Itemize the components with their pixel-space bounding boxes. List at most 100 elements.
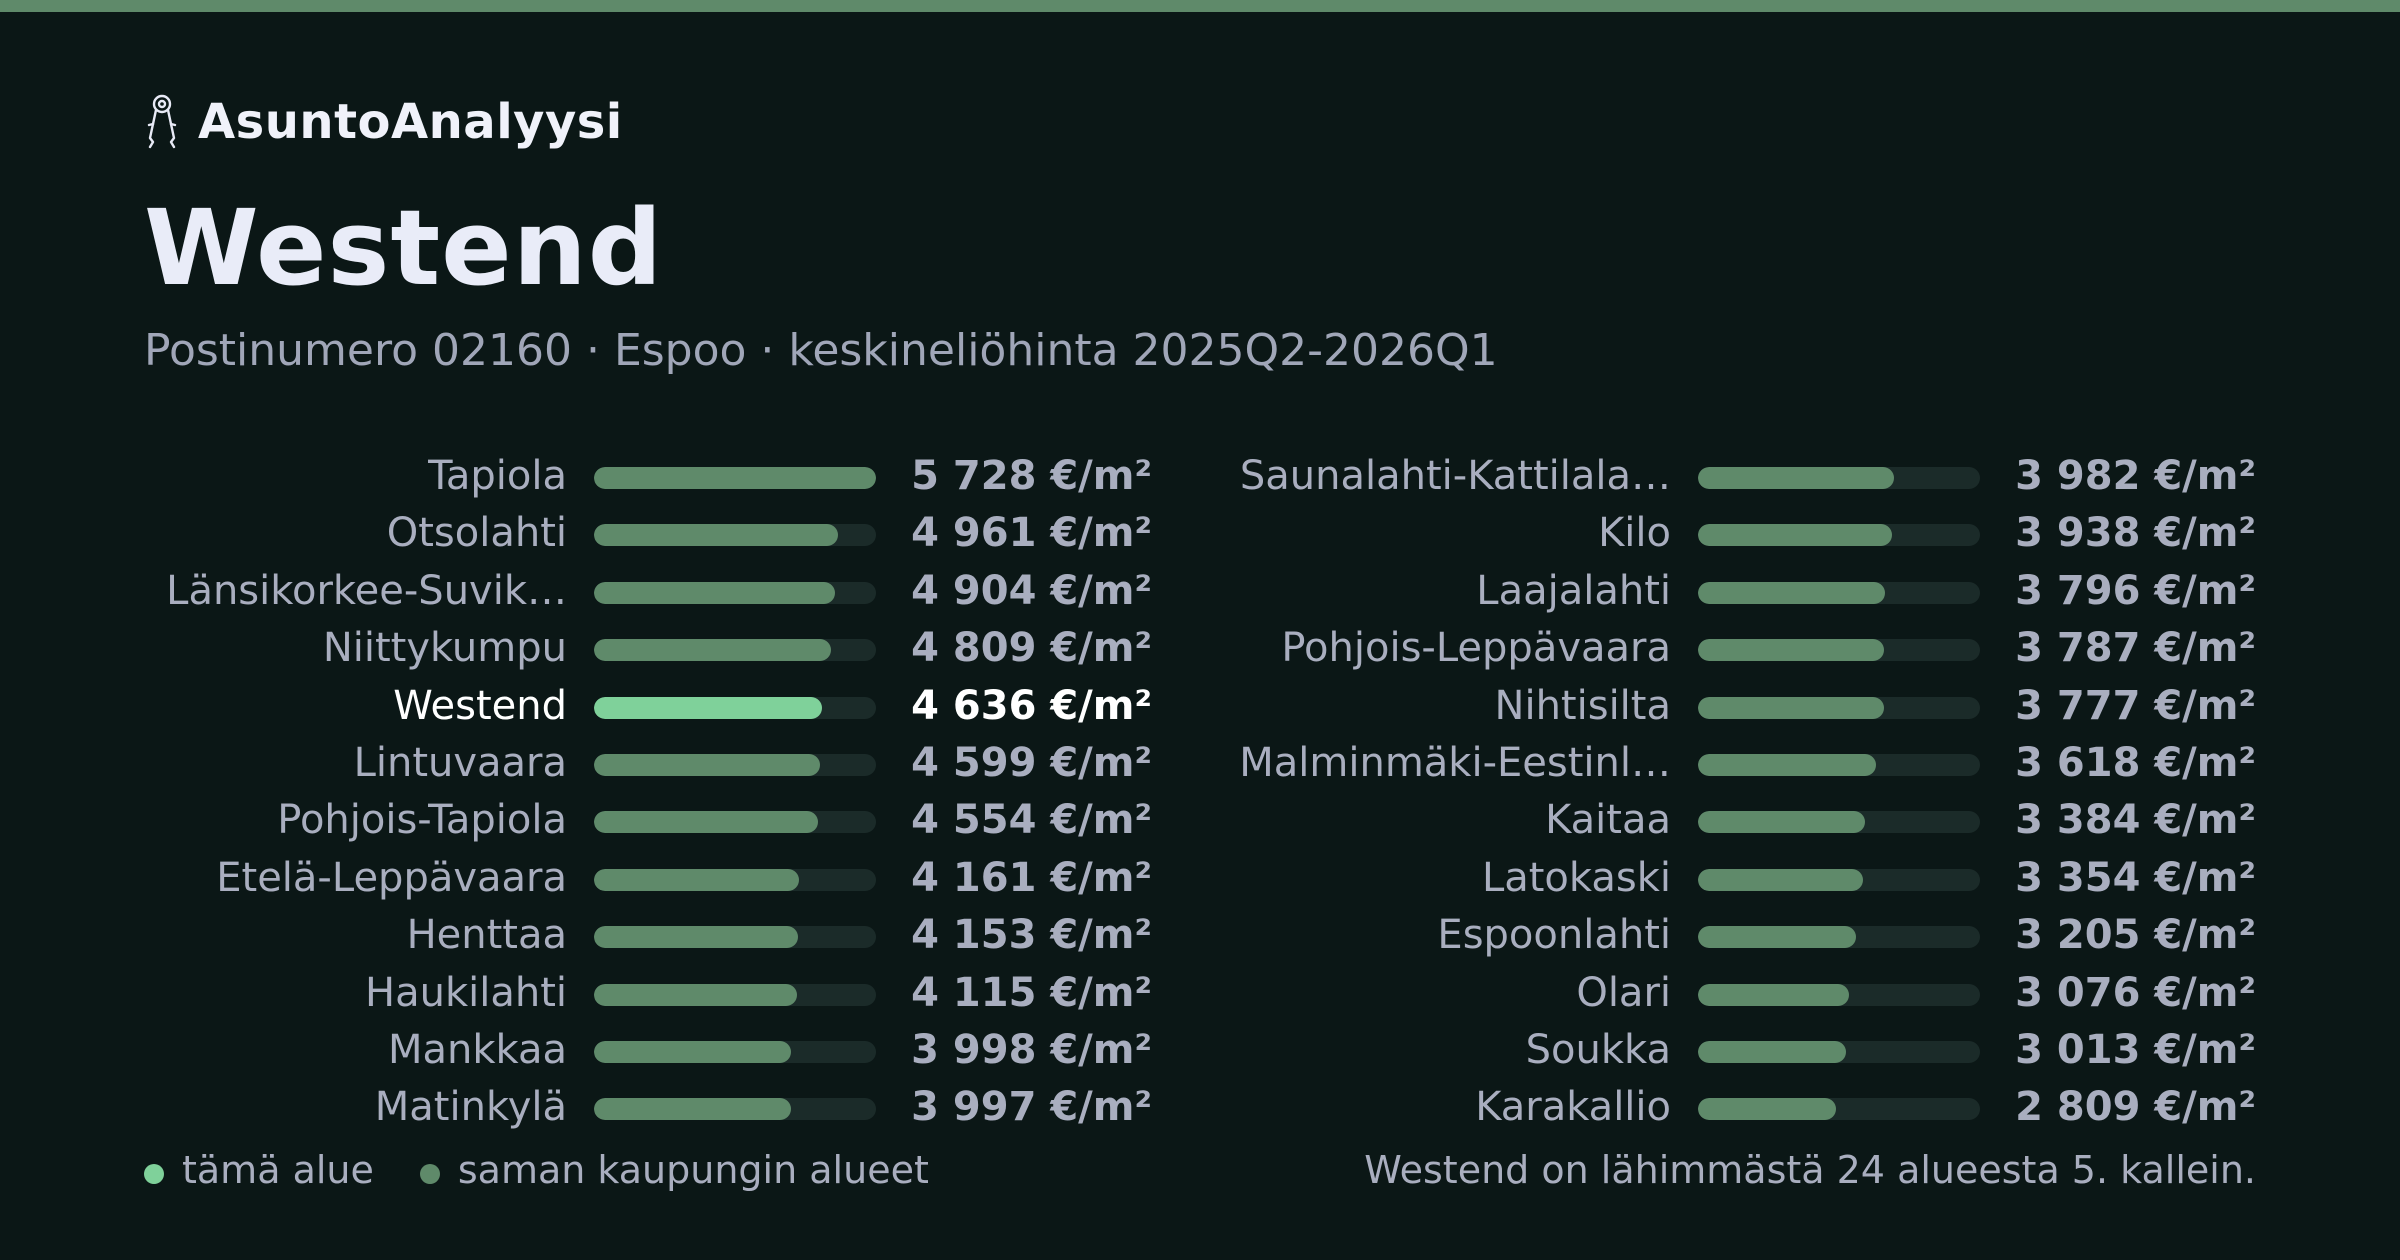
bar-row-matinkylä: Matinkylä 3 997 €/m² xyxy=(0,1079,1200,1136)
bar-value-label: 4 809 €/m² xyxy=(911,625,1152,672)
legend-item-same-city: saman kaupungin alueet xyxy=(419,1148,929,1192)
bar-track xyxy=(594,811,876,834)
legend-item-this-area: tämä alue xyxy=(144,1148,374,1192)
bar-value-label: 4 153 €/m² xyxy=(911,912,1152,959)
legend: tämä alue saman kaupungin alueet xyxy=(144,1148,975,1192)
brand: AsuntoAnalyysi xyxy=(144,90,623,154)
bar-row-pohjois-leppävaara: Pohjois-Leppävaara 3 787 €/m² xyxy=(1104,620,2304,677)
legend-dot-this-area xyxy=(144,1164,164,1184)
area-name: Matinkylä xyxy=(374,1084,567,1131)
bar-value-label: 3 205 €/m² xyxy=(2015,912,2256,959)
bar-value-label: 4 636 €/m² xyxy=(911,682,1152,729)
top-accent-bar xyxy=(0,0,2400,12)
bar-track xyxy=(1698,983,1980,1006)
bar-row-lintuvaara: Lintuvaara 4 599 €/m² xyxy=(0,735,1200,792)
bar-track xyxy=(1698,1041,1980,1063)
area-name: Lintuvaara xyxy=(353,740,567,786)
bar-row-soukka: Soukka 3 013 €/m² xyxy=(1104,1022,2304,1079)
legend-label-this-area: tämä alue xyxy=(182,1148,374,1192)
bar-row-etelä-leppävaara: Etelä-Leppävaara 4 161 €/m² xyxy=(0,850,1200,907)
bar-row-westend: Westend 4 636 €/m² xyxy=(0,678,1200,735)
page-subtitle: Postinumero 02160 · Espoo · keskineliöhi… xyxy=(144,325,1498,376)
bar-row-laajalahti: Laajalahti 3 796 €/m² xyxy=(1104,563,2304,620)
bar-track xyxy=(1698,696,1980,719)
bar-value-label: 3 982 €/m² xyxy=(2015,453,2256,499)
area-name: Saunalahti-Kattilala… xyxy=(1239,453,1671,499)
bar-tapiola xyxy=(594,467,876,489)
bar-etelä-leppävaara xyxy=(594,868,799,891)
area-name: Espoonlahti xyxy=(1437,912,1671,959)
bar-track xyxy=(594,696,876,719)
bar-value-label: 3 354 €/m² xyxy=(2015,854,2256,901)
bar-row-latokaski: Latokaski 3 354 €/m² xyxy=(1104,850,2304,907)
bar-track xyxy=(594,926,876,949)
bar-row-tapiola: Tapiola 5 728 €/m² xyxy=(0,448,1200,505)
bar-espoonlahti xyxy=(1698,926,1856,949)
bar-matinkylä xyxy=(594,1098,791,1121)
bar-row-nihtisilta: Nihtisilta 3 777 €/m² xyxy=(1104,678,2304,735)
bar-nihtisilta xyxy=(1698,696,1884,719)
bar-row-espoonlahti: Espoonlahti 3 205 €/m² xyxy=(1104,907,2304,964)
bar-westend xyxy=(594,696,822,719)
area-name: Latokaski xyxy=(1481,854,1671,901)
area-name: Malminmäki-Eestinl… xyxy=(1239,740,1671,786)
bar-track xyxy=(594,983,876,1006)
bar-row-henttaa: Henttaa 4 153 €/m² xyxy=(0,907,1200,964)
bar-track xyxy=(594,1041,876,1063)
bar-track xyxy=(1698,639,1980,662)
bar-value-label: 4 554 €/m² xyxy=(911,797,1152,844)
area-name: Länsikorkee-Suvik… xyxy=(166,567,567,614)
bar-track xyxy=(1698,811,1980,834)
bar-value-label: 4 961 €/m² xyxy=(911,510,1152,557)
bar-row-niittykumpu: Niittykumpu 4 809 €/m² xyxy=(0,620,1200,677)
bar-row-mankkaa: Mankkaa 3 998 €/m² xyxy=(0,1022,1200,1079)
bar-value-label: 4 115 €/m² xyxy=(911,969,1152,1016)
legend-label-same-city: saman kaupungin alueet xyxy=(457,1148,929,1192)
bar-track xyxy=(1698,524,1980,547)
bar-saunalahti-kattilala xyxy=(1698,467,1894,489)
area-name: Niittykumpu xyxy=(322,625,567,672)
footnote: Westend on lähimmästä 24 alueesta 5. kal… xyxy=(1364,1148,2256,1192)
bar-track xyxy=(594,467,876,489)
bar-track xyxy=(1698,467,1980,489)
bar-value-label: 3 384 €/m² xyxy=(2015,797,2256,844)
bar-track xyxy=(594,524,876,547)
area-name: Haukilahti xyxy=(365,969,567,1016)
bar-pohjois-tapiola xyxy=(594,811,818,834)
bar-row-saunalahti-kattilala: Saunalahti-Kattilala… 3 982 €/m² xyxy=(1104,448,2304,505)
page-title: Westend xyxy=(144,187,664,309)
area-name: Olari xyxy=(1576,969,1671,1016)
legend-dot-same-city xyxy=(419,1164,440,1184)
area-name: Henttaa xyxy=(406,912,567,959)
area-name: Pohjois-Tapiola xyxy=(277,797,567,844)
bar-henttaa xyxy=(594,926,798,949)
bar-row-kaitaa: Kaitaa 3 384 €/m² xyxy=(1104,792,2304,849)
bar-track xyxy=(1698,926,1980,949)
bar-track xyxy=(594,581,876,604)
bar-row-haukilahti: Haukilahti 4 115 €/m² xyxy=(0,965,1200,1022)
area-name: Laajalahti xyxy=(1476,567,1671,614)
area-name: Pohjois-Leppävaara xyxy=(1281,625,1671,672)
bar-track xyxy=(1698,1098,1980,1121)
bar-value-label: 4 904 €/m² xyxy=(911,567,1152,614)
bar-haukilahti xyxy=(594,983,797,1006)
area-name: Karakallio xyxy=(1475,1084,1671,1131)
bar-value-label: 3 618 €/m² xyxy=(2015,740,2256,786)
bar-value-label: 4 599 €/m² xyxy=(911,740,1152,786)
bar-niittykumpu xyxy=(594,639,831,662)
area-name: Westend xyxy=(393,682,567,729)
area-name: Kilo xyxy=(1598,510,1671,557)
area-name: Nihtisilta xyxy=(1494,682,1671,729)
bar-track xyxy=(594,639,876,662)
bar-value-label: 3 076 €/m² xyxy=(2015,969,2256,1016)
bar-row-pohjois-tapiola: Pohjois-Tapiola 4 554 €/m² xyxy=(0,792,1200,849)
bar-row-malminmäki-eestinl: Malminmäki-Eestinl… 3 618 €/m² xyxy=(1104,735,2304,792)
area-name: Otsolahti xyxy=(386,510,567,557)
brand-name: AsuntoAnalyysi xyxy=(198,94,623,150)
bar-row-länsikorkee-suvik: Länsikorkee-Suvik… 4 904 €/m² xyxy=(0,563,1200,620)
bar-latokaski xyxy=(1698,868,1863,891)
bar-row-otsolahti: Otsolahti 4 961 €/m² xyxy=(0,505,1200,562)
bar-otsolahti xyxy=(594,524,838,547)
bar-row-olari: Olari 3 076 €/m² xyxy=(1104,965,2304,1022)
bar-track xyxy=(1698,754,1980,776)
